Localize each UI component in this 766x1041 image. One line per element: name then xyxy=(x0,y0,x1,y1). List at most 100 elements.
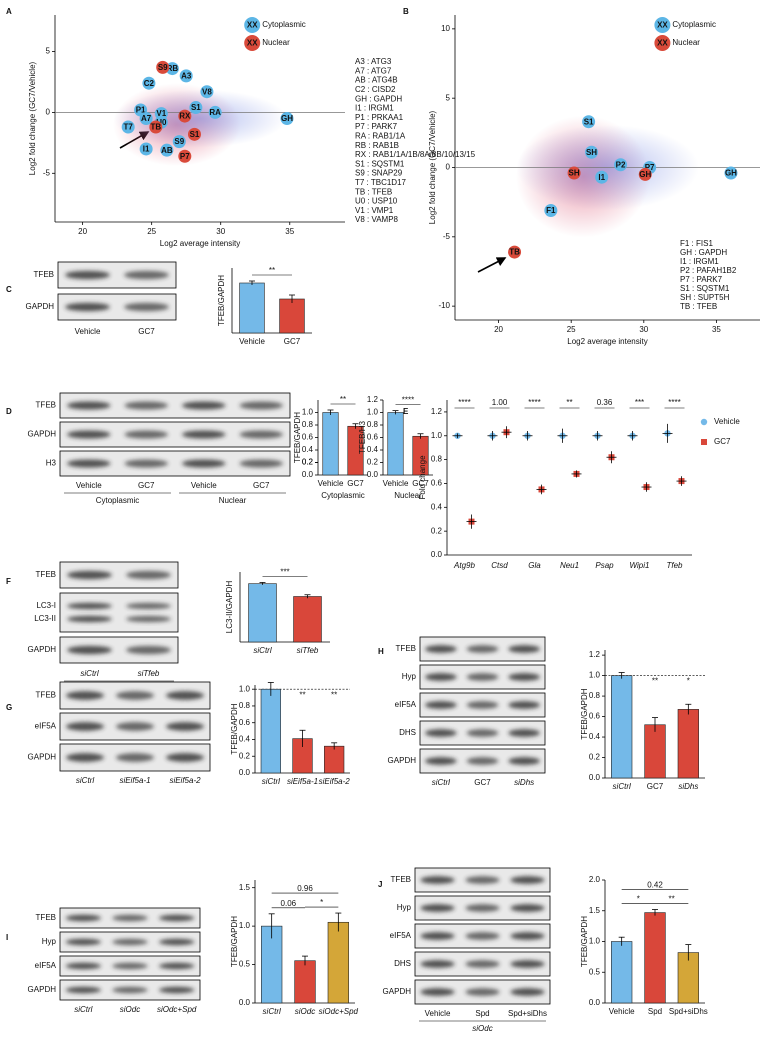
key-entry: A3 : ATG3 xyxy=(355,57,392,66)
point-label: C2 xyxy=(144,79,155,88)
bar xyxy=(327,921,349,1004)
group-label: siOdc xyxy=(472,1024,492,1033)
y-tick-label: 0.0 xyxy=(239,768,251,777)
point-label: A3 xyxy=(181,71,192,80)
significance-label: ** xyxy=(299,690,305,699)
lane-label: siCtrl xyxy=(80,669,98,678)
y-tick-label: 0.8 xyxy=(431,455,443,464)
lane-label: siOdc+Spd xyxy=(157,1005,197,1014)
blot-band xyxy=(116,722,154,731)
key-entry: S9 : SNAP29 xyxy=(355,169,403,178)
y-tick-label: 0.0 xyxy=(589,773,601,782)
lane-label: siEif5a-1 xyxy=(119,776,150,785)
blot-band xyxy=(508,701,540,709)
point xyxy=(724,166,738,180)
y-tick-label: 0 xyxy=(46,108,51,117)
blot-band xyxy=(420,876,455,884)
point-label: F1 xyxy=(546,206,556,215)
significance-label: ** xyxy=(652,677,658,686)
annotation: **** xyxy=(668,398,680,407)
blot-row-label: Hyp xyxy=(42,937,57,946)
blot-band xyxy=(239,430,284,439)
x-axis-label: Log2 average intensity xyxy=(567,337,648,346)
blot-band xyxy=(465,932,500,940)
y-tick-label: 0.0 xyxy=(431,550,443,559)
point-label: T7 xyxy=(124,123,134,132)
y-tick-label: 1.0 xyxy=(367,408,379,417)
point-label: S1 xyxy=(191,103,201,112)
blot-row-label: Hyp xyxy=(402,672,417,681)
y-tick-label: 0.4 xyxy=(239,735,251,744)
bracket-label: ** xyxy=(340,395,346,404)
lane-label: Vehicle xyxy=(76,481,102,490)
x-tick-label: GC7 xyxy=(284,337,301,346)
bracket-label: 0.06 xyxy=(281,899,297,908)
lane-label: siDhs xyxy=(514,778,534,787)
key-entry: V8 : VAMP8 xyxy=(355,215,399,224)
blot-band xyxy=(508,729,540,737)
point-label: RX xyxy=(179,112,191,121)
blot-row-label: GAPDH xyxy=(383,987,412,996)
blot-band xyxy=(508,645,540,653)
point xyxy=(189,101,203,115)
key-entry: TB : TFEB xyxy=(680,302,717,311)
blot-band xyxy=(124,302,169,312)
panel-letter: G xyxy=(6,703,12,712)
blot-band xyxy=(166,722,204,731)
blot-band xyxy=(181,430,226,439)
bar xyxy=(644,912,666,1004)
y-tick-label: 1.5 xyxy=(589,906,601,915)
x-tick-label: siEif5a-1 xyxy=(287,777,318,786)
lane-label: siCtrl xyxy=(74,1005,92,1014)
y-axis-label: TFEB/GAPDH xyxy=(580,916,589,967)
x-tick-label: Spd xyxy=(648,1007,662,1016)
y-tick-label: 0.8 xyxy=(367,420,379,429)
legend-label: Nuclear xyxy=(672,38,700,47)
legend-marker xyxy=(244,35,261,51)
bar xyxy=(611,941,633,1004)
group-label: Nuclear xyxy=(394,491,422,500)
y-tick-label: 0.2 xyxy=(239,751,251,760)
blot-band xyxy=(65,270,110,280)
x-tick-label: 20 xyxy=(494,325,503,334)
blot-row-label: GAPDH xyxy=(388,756,417,765)
y-tick-label: 0.2 xyxy=(431,526,443,535)
blot-row-label: TFEB xyxy=(34,270,54,279)
blot-band xyxy=(126,615,171,623)
blot-band xyxy=(425,701,457,709)
blot-row-label: DHS xyxy=(394,959,411,968)
y-tick-label: 1.0 xyxy=(431,431,443,440)
key-entry: P7 : PARK7 xyxy=(355,122,398,131)
blot-band xyxy=(66,401,111,410)
key-entry: A7 : ATG7 xyxy=(355,66,392,75)
key-entry: P2 : PAFAH1B2 xyxy=(680,266,737,275)
point-label: P1 xyxy=(136,106,146,115)
blot-row-label: DHS xyxy=(399,728,416,737)
blot-band xyxy=(67,602,112,610)
blot-band xyxy=(66,430,111,439)
point-label: GH xyxy=(639,170,651,179)
key-entry: RX : RAB1/1A/1B/8A/8B/10/13/15 xyxy=(355,150,476,159)
blot-band xyxy=(465,988,500,996)
panel-letter: J xyxy=(378,880,382,889)
blot-band xyxy=(239,401,284,410)
y-axis-label: LC3-II/GAPDH xyxy=(225,581,234,634)
point-label: GH xyxy=(281,114,293,123)
blot-row-label: LC3-II xyxy=(34,614,56,623)
blot-band xyxy=(67,645,112,655)
y-axis-label: TFEB/GAPDH xyxy=(293,412,302,463)
x-tick-label: Vehicle xyxy=(318,479,344,488)
y-tick-label: 0.0 xyxy=(589,998,601,1007)
legend-marker xyxy=(700,418,708,426)
point-label: SH xyxy=(586,148,597,157)
blot-band xyxy=(67,570,112,580)
bar xyxy=(324,745,345,774)
blot-band xyxy=(112,938,148,946)
annotation: ** xyxy=(566,398,572,407)
lane-label: siCtrl xyxy=(76,776,94,785)
blot-row-label: eIF5A xyxy=(35,961,57,970)
blot-band xyxy=(126,645,171,655)
bracket-label: *** xyxy=(280,568,289,577)
legend-label: Vehicle xyxy=(714,417,740,426)
blot-band xyxy=(112,914,148,922)
